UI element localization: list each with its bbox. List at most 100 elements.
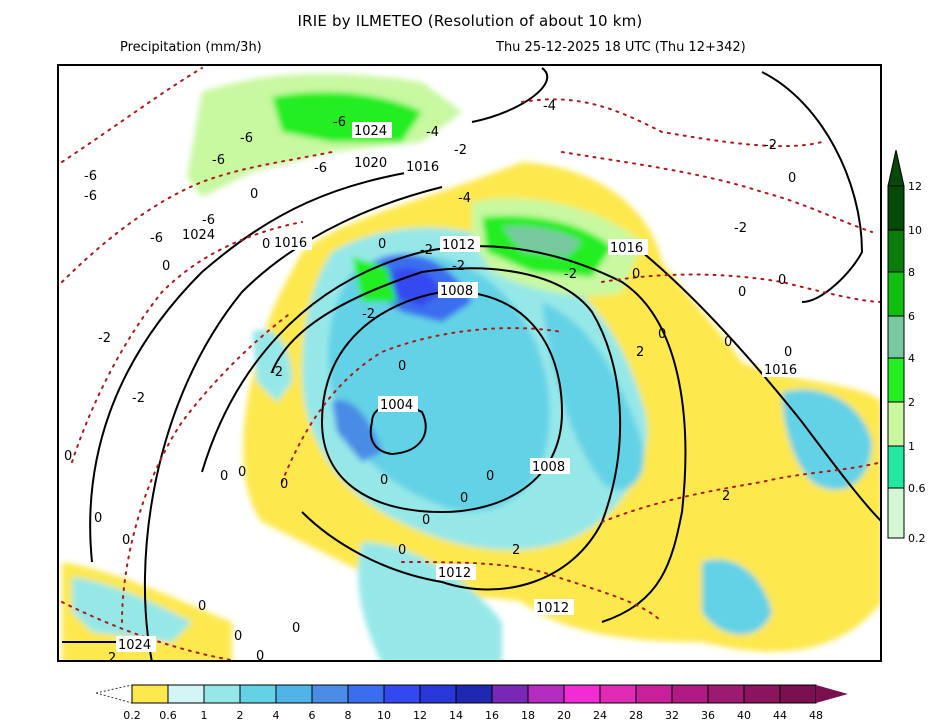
- isotherm-label: -2: [420, 243, 433, 258]
- isotherm-label: 0: [422, 513, 430, 528]
- isotherm-label: 0: [198, 599, 206, 614]
- isotherm-label: 0: [122, 533, 130, 548]
- isotherm-label: -2: [564, 267, 577, 282]
- map-canvas: 1024 1020 1016 1024 1016 1012 1008 1016 …: [61, 67, 880, 662]
- isotherm-label: -2: [270, 365, 283, 380]
- rain-tick: 8: [345, 709, 352, 722]
- isotherm-label: -2: [452, 259, 465, 274]
- isotherm-label: 0: [632, 267, 640, 282]
- isotherm-label: 0: [778, 273, 786, 288]
- isotherm-label: -2: [764, 138, 777, 153]
- precipitation-map: 1024 1020 1016 1024 1016 1012 1008 1016 …: [57, 64, 882, 662]
- snow-colorbar: 12 10 8 6 4 2 1 0.6 0.2: [887, 150, 926, 545]
- isotherm-label: -2: [362, 307, 375, 322]
- snow-tick: 10: [908, 224, 922, 237]
- rain-tick: 18: [521, 709, 535, 722]
- isotherm-label: 0: [220, 469, 228, 484]
- rain-colorbar: 0.2 0.6 1 2 4 6 8 10 12 14 16 18 20 24 2…: [96, 684, 848, 722]
- isobar-label: 1016: [610, 241, 643, 256]
- isotherm-label: 0: [262, 237, 270, 252]
- isotherm-label: -2: [734, 221, 747, 236]
- isotherm-label: -6: [314, 161, 327, 176]
- isotherm-label: -6: [84, 189, 97, 204]
- isobar-label: 1012: [536, 601, 569, 616]
- isotherm-label: 0: [460, 491, 468, 506]
- rain-tick: 20: [557, 709, 571, 722]
- isotherm-label: 0: [250, 187, 258, 202]
- isobar-label: 1008: [440, 284, 473, 299]
- isotherm-label: -4: [426, 125, 439, 140]
- rain-tick: 36: [701, 709, 715, 722]
- isotherm-label: -6: [84, 169, 97, 184]
- snow-tick: 4: [908, 352, 915, 365]
- snow-tick: 0.2: [908, 532, 926, 545]
- isotherm-label: -6: [333, 115, 346, 130]
- contour-labels: 1024 1020 1016 1024 1016 1012 1008 1016 …: [64, 99, 802, 662]
- isotherm-label: 0: [64, 449, 72, 464]
- chart-title: IRIE by ILMETEO (Resolution of about 10 …: [297, 12, 643, 30]
- rain-tick: 16: [485, 709, 499, 722]
- isobar-label: 1016: [274, 236, 307, 251]
- isotherm-label: 0: [738, 285, 746, 300]
- rain-tick: 0.6: [159, 709, 177, 722]
- snow-tick: 0.6: [908, 482, 926, 495]
- snow-tick: 2: [908, 396, 915, 409]
- isobar-label: 1016: [406, 160, 439, 175]
- isobar-label: 1020: [354, 156, 387, 171]
- isotherm-label: 0: [280, 477, 288, 492]
- rain-tick: 0.2: [123, 709, 141, 722]
- isotherm-label: 2: [512, 543, 520, 558]
- rain-tick: 12: [413, 709, 427, 722]
- isotherm-label: 2: [636, 345, 644, 360]
- isotherm-label: -4: [543, 99, 556, 114]
- isotherm-label: 0: [398, 359, 406, 374]
- isobar-label: 1012: [442, 238, 475, 253]
- snow-tick: 6: [908, 310, 915, 323]
- rain-tick: 32: [665, 709, 679, 722]
- snow-tick: 12: [908, 180, 922, 193]
- isotherm-label: 0: [658, 327, 666, 342]
- rain-tick: 10: [377, 709, 391, 722]
- isotherm-label: -2: [98, 331, 111, 346]
- isotherm-label: -2: [454, 143, 467, 158]
- isotherm-label: -6: [150, 231, 163, 246]
- isotherm-label: -6: [212, 153, 225, 168]
- isotherm-label: 2: [722, 489, 730, 504]
- rain-tick: 2: [237, 709, 244, 722]
- isobar-label: 1024: [182, 228, 215, 243]
- rain-tick: 6: [309, 709, 316, 722]
- isotherm-label: 0: [784, 345, 792, 360]
- isotherm-label: -2: [132, 391, 145, 406]
- rain-tick: 1: [201, 709, 208, 722]
- isotherm-label: 0: [256, 649, 264, 662]
- isobar-label: 1012: [438, 566, 471, 581]
- rain-tick: 40: [737, 709, 751, 722]
- isotherm-label: 0: [724, 335, 732, 350]
- isotherm-label: 0: [398, 543, 406, 558]
- rain-tick: 14: [449, 709, 463, 722]
- rain-tick: 24: [593, 709, 607, 722]
- isotherm-label: 0: [94, 511, 102, 526]
- isobar-label: 1016: [764, 363, 797, 378]
- isotherm-label: 0: [292, 621, 300, 636]
- isotherm-label: 0: [380, 473, 388, 488]
- isobar-label: 1024: [118, 638, 151, 653]
- rain-tick: 48: [809, 709, 823, 722]
- rain-tick: 44: [773, 709, 787, 722]
- isobar-label: 1024: [354, 124, 387, 139]
- isotherm-label: 0: [234, 629, 242, 644]
- isotherm-label: 0: [378, 237, 386, 252]
- isotherm-label: 0: [788, 171, 796, 186]
- snow-tick: 8: [908, 266, 915, 279]
- isotherm-label: 0: [162, 259, 170, 274]
- isotherm-label: -4: [458, 191, 471, 206]
- isotherm-label: 0: [486, 469, 494, 484]
- field-label: Precipitation (mm/3h): [120, 40, 262, 55]
- isobar-label: 1008: [532, 460, 565, 475]
- isotherm-label: 0: [238, 465, 246, 480]
- rain-tick: 28: [629, 709, 643, 722]
- isotherm-label: -6: [202, 213, 215, 228]
- snow-tick: 1: [908, 440, 915, 453]
- isotherm-label: -6: [240, 131, 253, 146]
- isobar-label: 1004: [380, 398, 413, 413]
